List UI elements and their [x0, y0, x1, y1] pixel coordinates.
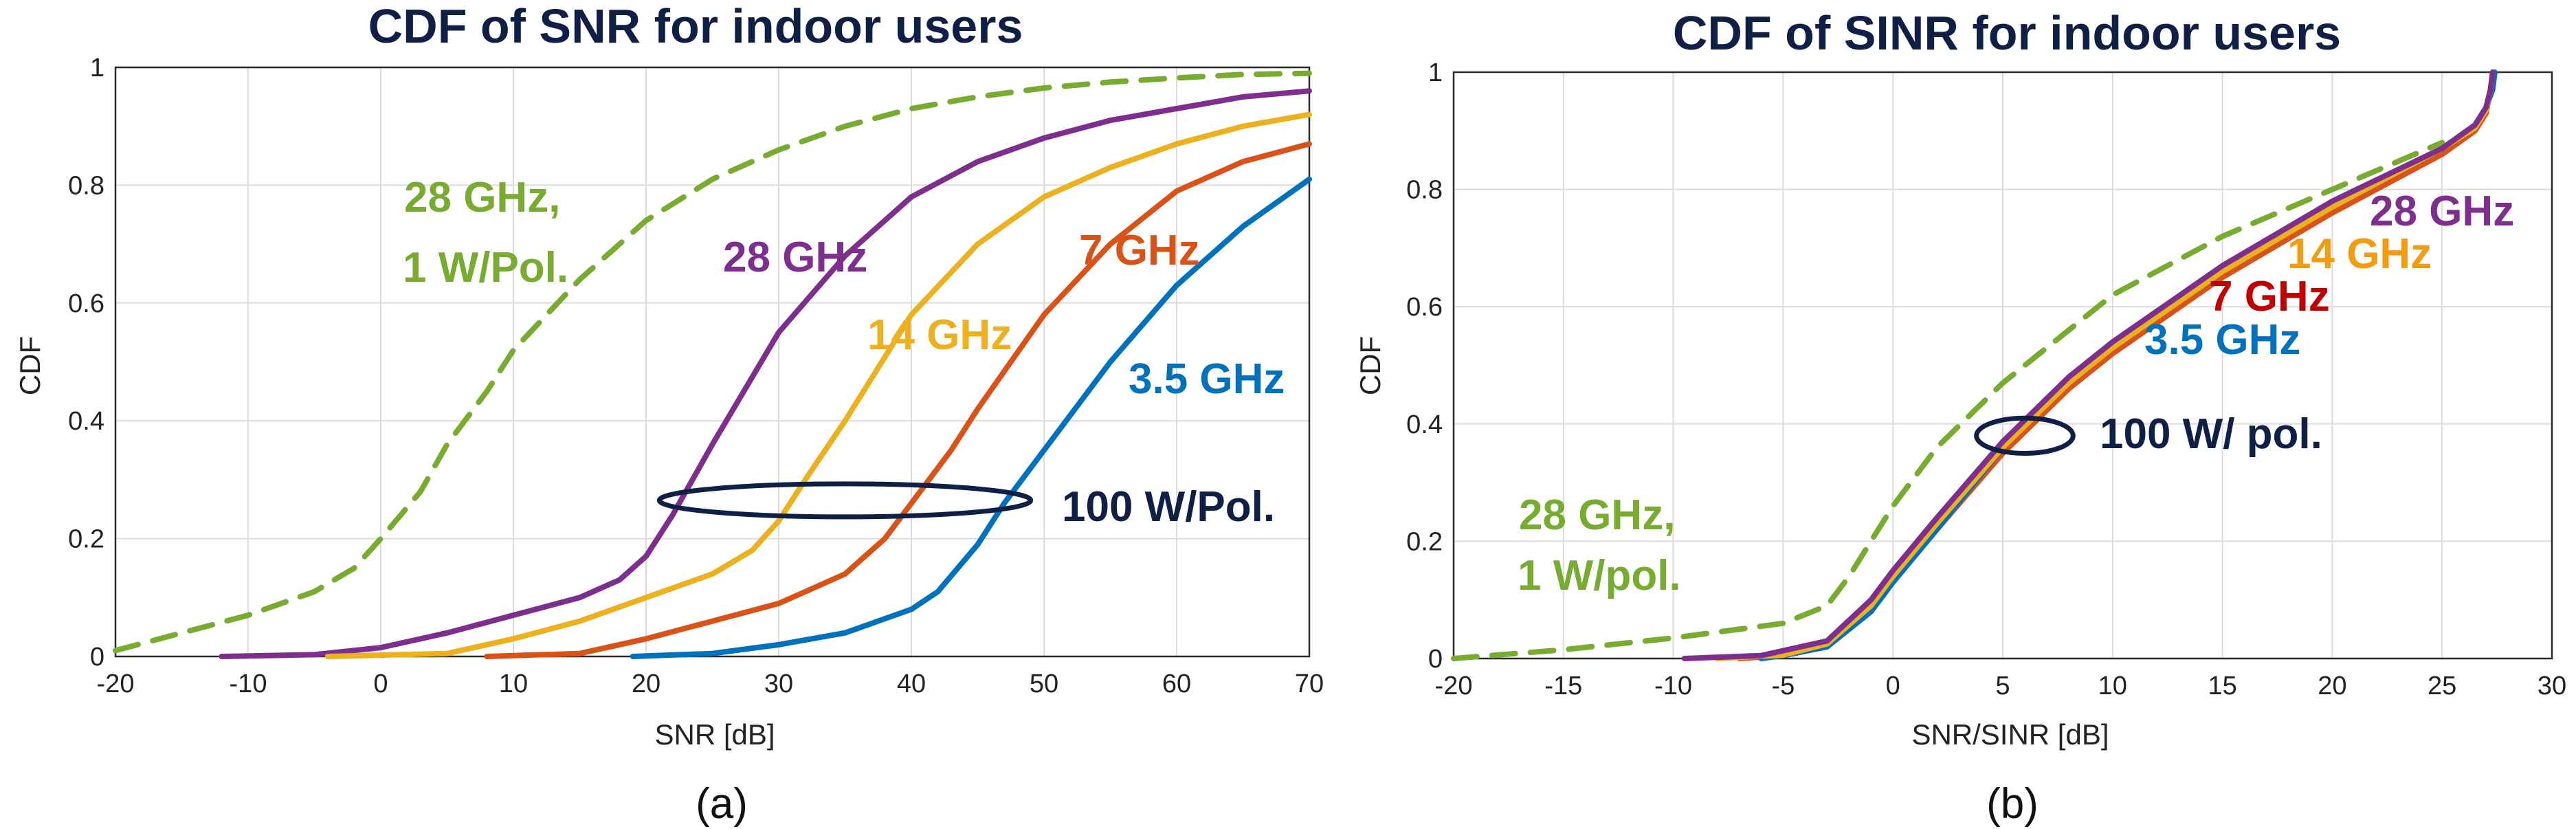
panel-b-axes-frame: [1452, 71, 2553, 660]
panel-b-title: CDF of SINR for indoor users: [1673, 6, 2341, 60]
panel-b-series-14-ghz: [1714, 69, 2496, 661]
panel-a-series-3-5-ghz: [630, 176, 1312, 659]
panel-b-ytick-label: 0.6: [1406, 293, 1443, 322]
panel-a-xtick-label: 50: [1030, 670, 1058, 698]
panel-a-ytick-label: 0.4: [68, 407, 104, 436]
panel-b-series: [1451, 69, 2498, 661]
panel-a-caption: (a): [696, 780, 748, 828]
panel-a-xtick-label: -20: [97, 670, 135, 698]
panel-b-series-28-ghz: [1681, 69, 2496, 661]
panel-b-xtick-label: 5: [1995, 672, 2010, 700]
panel-b-xtick-label: 30: [2538, 672, 2566, 700]
panel-a-ytick-label: 0.6: [68, 289, 104, 318]
panel-a-ann-28ghz: 28 GHz: [723, 234, 867, 281]
panel-b-ann-28ghz: 28 GHz: [2370, 188, 2514, 235]
panel-a-series-14-ghz: [324, 111, 1312, 659]
panel-a-ann-7ghz: 7 GHz: [1079, 227, 1200, 274]
panel-a-series-7-ghz: [484, 141, 1312, 659]
panel-a-ann-3-5ghz: 3.5 GHz: [1129, 355, 1285, 403]
panel-a-xlabel: SNR [dB]: [654, 718, 775, 751]
panel-b-ytick-label: 1: [1428, 58, 1443, 87]
panel-b-ann-28ghz-1w-line1: 28 GHz,: [1519, 491, 1675, 539]
panel-b-xtick-label: -15: [1544, 672, 1582, 700]
panel-a-xtick-label: 0: [373, 670, 388, 698]
panel-a-ytick-label: 0: [90, 643, 104, 672]
panel-a-xtick-label: 20: [632, 670, 660, 698]
panel-b-xtick-label: 20: [2318, 672, 2346, 700]
panel-a-series-28-ghz-1-w-pol: [113, 70, 1312, 654]
panel-b: CDF of SINR for indoor users 0 0.2 0.4 0.6 0…: [1354, 6, 2566, 828]
panel-b-ann-28ghz-1w-line2: 1 W/pol.: [1518, 552, 1681, 599]
panel-b-ann-3-5ghz: 3.5 GHz: [2144, 316, 2300, 364]
panel-a-ann-14ghz: 14 GHz: [867, 311, 1012, 359]
panel-b-ytick-label: 0: [1428, 645, 1443, 674]
panel-b-xtick-label: -5: [1772, 672, 1795, 700]
panel-a-xtick-label: 60: [1162, 670, 1191, 698]
panel-b-ann-100w: 100 W/ pol.: [2100, 410, 2322, 458]
panel-b-series-28-ghz-1-w-pol: [1451, 140, 2445, 661]
panel-a-group-ellipse: [656, 481, 1034, 520]
panel-b-ytick-label: 0.4: [1406, 410, 1443, 439]
panel-a-series: [113, 70, 1312, 659]
panel-a-series-28-ghz: [219, 88, 1312, 659]
panel-b-series-3-5-ghz: [1758, 69, 2498, 661]
panel-a-ann-28ghz-1w-line2: 1 W/Pol.: [403, 244, 568, 291]
panel-b-xtick-label: -10: [1654, 672, 1692, 700]
panel-b-ann-7ghz: 7 GHz: [2209, 273, 2330, 320]
panel-b-group-ellipse: [1974, 415, 2076, 456]
panel-a-xtick-label: 10: [499, 670, 528, 698]
panel-b-xlabel: SNR/SINR [dB]: [1911, 718, 2109, 751]
panel-a-xtick-label: 30: [764, 670, 793, 698]
panel-b-ytick-label: 0.8: [1406, 176, 1443, 205]
panel-a-xtick-label: 70: [1295, 670, 1324, 698]
panel-a-ytick-label: 1: [90, 54, 104, 82]
panel-a: CDF of SNR for indoor users 0 0.2 0.4 0.6 0.…: [14, 0, 1324, 828]
panel-b-xtick-label: 15: [2208, 672, 2236, 700]
panel-b-ytick-label: 0.2: [1406, 527, 1443, 556]
panel-a-ylabel: CDF: [14, 336, 46, 395]
panel-b-ylabel: CDF: [1354, 336, 1386, 395]
panel-a-xtick-label: 40: [897, 670, 926, 698]
panel-a-ann-28ghz-1w-line1: 28 GHz,: [404, 174, 560, 221]
panel-b-caption: (b): [1986, 780, 2039, 828]
panel-a-ann-100w: 100 W/Pol.: [1062, 483, 1275, 531]
panel-b-xtick-label: 10: [2098, 672, 2127, 700]
panel-b-xtick-label: 0: [1886, 672, 1900, 700]
panel-a-ytick-label: 0.8: [68, 171, 104, 200]
panel-b-xtick-label: 25: [2428, 672, 2456, 700]
panel-b-ann-14ghz: 14 GHz: [2287, 230, 2432, 278]
panel-b-xtick-label: -20: [1435, 672, 1473, 700]
panel-a-xtick-label: -10: [230, 670, 267, 698]
panel-a-title: CDF of SNR for indoor users: [368, 0, 1023, 53]
panel-a-ytick-label: 0.2: [68, 525, 104, 554]
panel-a-axes-frame: [114, 66, 1311, 658]
